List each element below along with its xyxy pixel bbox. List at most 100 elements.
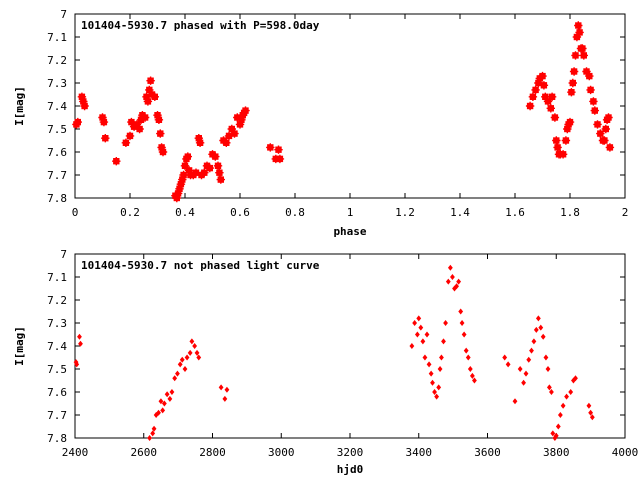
x-axis-label: phase — [333, 225, 366, 238]
data-point — [443, 320, 448, 326]
x-tick-label: 1 — [347, 206, 354, 219]
data-point — [517, 366, 523, 372]
data-point — [529, 347, 534, 354]
data-point — [596, 129, 605, 138]
y-tick-label: 7.1 — [47, 271, 67, 284]
data-point — [121, 138, 131, 148]
data-point — [568, 389, 574, 395]
y-tick-label: 7.5 — [47, 123, 67, 136]
data-point — [266, 143, 275, 152]
y-tick-label: 7.2 — [47, 294, 67, 307]
y-tick-label: 7.6 — [47, 146, 67, 159]
chart-title: 101404-5930.7 not phased light curve — [81, 259, 320, 272]
data-point — [531, 338, 537, 345]
data-point — [274, 145, 283, 154]
y-tick-label: 7.8 — [47, 192, 67, 205]
data-point — [146, 76, 155, 85]
data-point — [183, 152, 193, 161]
data-point — [167, 395, 173, 402]
y-tick-label: 7.3 — [47, 77, 67, 90]
y-tick-label: 7.4 — [47, 100, 67, 113]
data-point — [439, 354, 444, 361]
data-point — [573, 375, 578, 382]
data-point — [195, 138, 205, 148]
x-axis-label: hjd0 — [337, 463, 364, 476]
data-point — [586, 85, 595, 95]
data-point — [540, 333, 546, 340]
data-point — [187, 349, 193, 356]
data-point — [222, 395, 228, 402]
data-point — [523, 370, 529, 377]
data-point — [445, 278, 451, 285]
x-tick-label: 3600 — [474, 446, 501, 459]
data-point — [458, 308, 464, 315]
x-tick-label: 3800 — [543, 446, 570, 459]
data-point — [437, 366, 443, 372]
x-tick-label: 0.6 — [230, 206, 250, 219]
data-point — [156, 409, 161, 416]
data-point — [74, 361, 80, 368]
chart-title: 101404-5930.7 phased with P=598.0day — [81, 19, 320, 32]
data-point — [550, 430, 556, 437]
data-point — [535, 315, 541, 322]
data-point — [538, 71, 547, 81]
data-point — [192, 343, 198, 349]
data-point — [593, 120, 602, 129]
data-point — [78, 340, 83, 347]
data-point — [589, 414, 595, 421]
x-tick-label: 3000 — [268, 446, 295, 459]
data-point — [418, 324, 424, 331]
data-point — [553, 432, 559, 439]
data-point — [467, 366, 473, 372]
x-tick-label: 1.2 — [395, 206, 415, 219]
data-point — [426, 361, 432, 368]
plot-frame — [74, 13, 626, 199]
data-point — [543, 354, 549, 361]
data-point — [565, 117, 575, 127]
data-point — [158, 398, 164, 405]
data-point — [222, 138, 231, 148]
data-point — [147, 435, 152, 441]
data-point — [150, 430, 156, 437]
data-point — [216, 175, 226, 184]
data-point — [143, 97, 153, 106]
y-tick-label: 7.7 — [47, 169, 67, 182]
data-point — [568, 78, 577, 88]
x-tick-label: 3400 — [406, 446, 433, 459]
data-point — [409, 343, 415, 349]
data-point — [224, 386, 230, 393]
data-point — [172, 375, 178, 382]
data-point — [521, 379, 526, 386]
data-point — [461, 331, 467, 338]
data-point — [525, 101, 535, 111]
data-point — [154, 115, 164, 125]
x-tick-label: 0 — [72, 206, 79, 219]
data-point — [590, 106, 599, 115]
data-point — [600, 136, 609, 145]
y-tick-label: 7 — [60, 8, 67, 21]
data-point — [531, 85, 540, 95]
data-point — [135, 124, 144, 134]
data-point — [505, 361, 511, 368]
data-point — [160, 407, 166, 414]
data-point — [561, 136, 571, 145]
data-point — [465, 354, 471, 361]
data-point — [558, 150, 568, 159]
data-point — [550, 113, 560, 122]
data-point — [555, 423, 561, 430]
data-point — [177, 361, 183, 368]
data-point — [73, 117, 83, 127]
data-point — [578, 44, 587, 53]
data-points — [73, 264, 595, 441]
data-point — [422, 354, 428, 361]
data-point — [420, 338, 426, 345]
data-point — [179, 356, 185, 363]
data-point — [80, 101, 89, 111]
data-point — [151, 425, 157, 432]
data-point — [194, 349, 200, 356]
data-point — [156, 129, 165, 138]
data-point — [528, 92, 538, 102]
x-tick-label: 0.4 — [175, 206, 195, 219]
axis-ticks: 2400 2600 2800 3000 3200 3400 3600 3800 4000 7 7.1… — [47, 248, 638, 459]
data-point — [502, 354, 508, 361]
